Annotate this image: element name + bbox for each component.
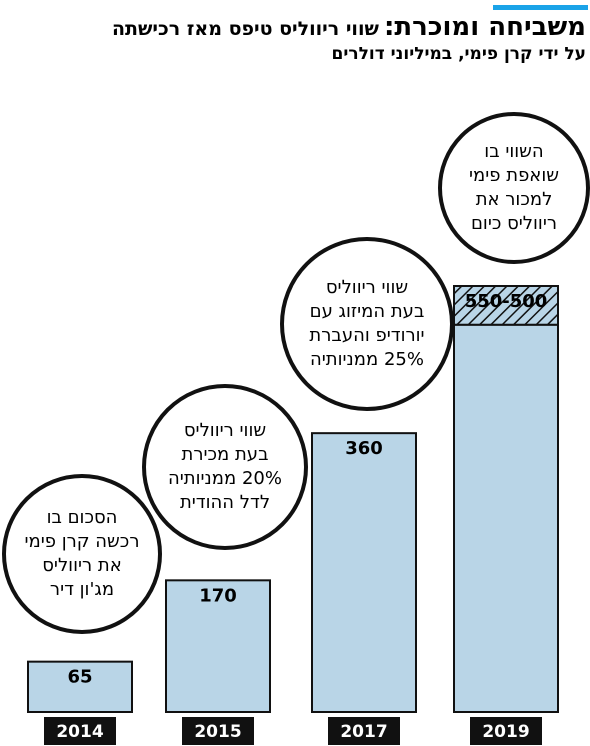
value-label: 170 bbox=[199, 585, 237, 606]
chart-note: על ידי קרן פימי, במיליוני דולרים bbox=[331, 44, 586, 64]
x-tick-box bbox=[182, 717, 254, 745]
value-label: 360 bbox=[345, 438, 383, 459]
bar bbox=[165, 579, 271, 713]
annotation-text: יורודיפ והעברת bbox=[309, 325, 424, 346]
annotation-circle bbox=[280, 237, 454, 411]
annotation-text: בעת מכירת bbox=[182, 444, 269, 465]
annotation-text: 20% ממניותיה bbox=[168, 468, 282, 489]
annotation-text: למכור את bbox=[476, 189, 553, 210]
annotation-circle bbox=[142, 384, 308, 550]
x-tick-box bbox=[44, 717, 116, 745]
annotation-circle bbox=[2, 474, 162, 634]
annotation-text: 25% ממניותיה bbox=[310, 349, 424, 370]
bar bbox=[27, 660, 133, 713]
annotation-text: את ריווליס bbox=[42, 555, 122, 576]
x-tick-label: 2015 bbox=[194, 722, 241, 742]
bar bbox=[311, 432, 417, 713]
annotation-text: ריווליס כיום bbox=[471, 213, 557, 234]
annotation-text: שווי ריווליס bbox=[326, 277, 408, 298]
x-tick-label: 2017 bbox=[340, 722, 387, 742]
value-label: 65 bbox=[67, 667, 92, 688]
x-tick-box bbox=[328, 717, 400, 745]
annotation-text: שואפת פימי bbox=[469, 165, 559, 186]
annotation-text: הסכום בו bbox=[47, 507, 118, 528]
annotation-text: רכשה קרן פימי bbox=[25, 531, 140, 552]
x-tick-box bbox=[470, 717, 542, 745]
annotation-text: השווי בו bbox=[484, 141, 543, 162]
annotation-circle bbox=[438, 112, 590, 264]
x-tick-label: 2014 bbox=[56, 722, 103, 742]
chart-subtitle: שווי ריווליס טיפס מאז רכישתה bbox=[111, 18, 379, 40]
bar bbox=[453, 323, 559, 713]
header: משביחה ומוכרת: שווי ריווליס טיפס מאז רכי… bbox=[6, 12, 586, 64]
x-tick-label: 2019 bbox=[482, 722, 529, 742]
annotation-text: לדל ההודית bbox=[180, 492, 270, 513]
bar-range bbox=[453, 285, 559, 326]
chart-title: משביחה ומוכרת: bbox=[383, 12, 586, 42]
annotation-text: בעת המיזוג עם bbox=[310, 301, 425, 322]
annotation-text: שווי ריווליס bbox=[184, 420, 266, 441]
accent-bar bbox=[493, 5, 588, 10]
annotation-text: מג'ון דיר bbox=[50, 579, 114, 600]
value-label: 550-500 bbox=[465, 291, 548, 312]
